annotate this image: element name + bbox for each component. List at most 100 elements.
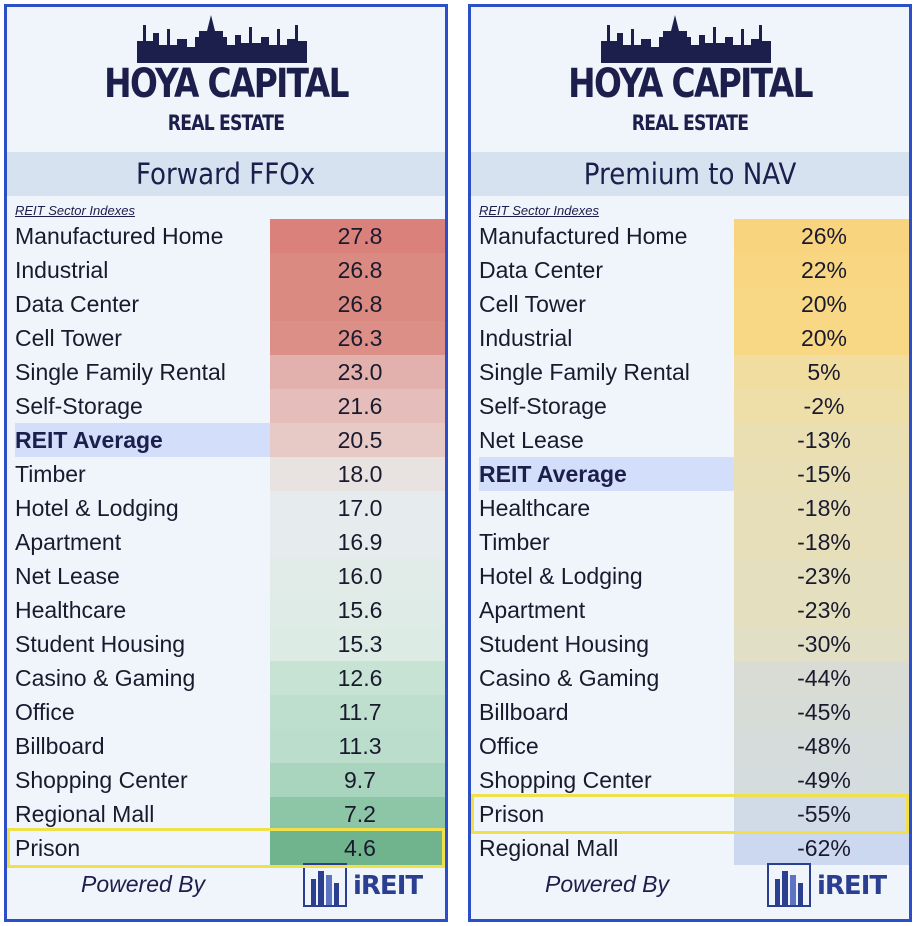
row-value: 23.0 — [270, 355, 445, 389]
row-label: Billboard — [15, 733, 105, 759]
row-value: 20% — [734, 321, 909, 355]
row-value: -30% — [734, 627, 909, 661]
row-label: Manufactured Home — [479, 223, 688, 249]
row-value: -15% — [734, 457, 909, 491]
row-label: REIT Average — [479, 457, 734, 491]
row-label: Apartment — [479, 597, 586, 623]
row-value: -55% — [734, 797, 909, 831]
row-label: Timber — [479, 529, 550, 555]
row-label: Industrial — [479, 325, 573, 351]
table-row: Hotel & Lodging 17.0 — [7, 491, 445, 525]
row-label: Data Center — [15, 291, 140, 317]
row-value: 17.0 — [270, 491, 445, 525]
row-value: -13% — [734, 423, 909, 457]
row-label: Prison — [479, 801, 545, 827]
table-row: Billboard 11.3 — [7, 729, 445, 763]
row-label: Office — [479, 733, 539, 759]
ireit-name: iREIT — [817, 871, 887, 901]
ireit-building-icon — [303, 863, 347, 907]
table-row: Hotel & Lodging -23% — [471, 559, 909, 593]
table-row: Single Family Rental 23.0 — [7, 355, 445, 389]
table-row: REIT Average 20.5 — [7, 423, 445, 457]
row-label: Industrial — [15, 257, 109, 283]
ireit-logo: iREIT — [303, 863, 423, 909]
powered-by-label: Powered By — [81, 871, 206, 897]
row-label: Prison — [15, 835, 81, 861]
row-label: Casino & Gaming — [15, 665, 196, 691]
table-row: Shopping Center -49% — [471, 763, 909, 797]
chart-title: Premium to NAV — [471, 152, 909, 196]
row-label: Student Housing — [15, 631, 186, 657]
footer: Powered By iREIT — [7, 857, 445, 919]
row-value: 16.9 — [270, 525, 445, 559]
row-value: -45% — [734, 695, 909, 729]
row-label: Student Housing — [479, 631, 650, 657]
table-row: Manufactured Home 26% — [471, 219, 909, 253]
row-label: Cell Tower — [479, 291, 586, 317]
row-value: -2% — [734, 389, 909, 423]
powered-by-label: Powered By — [545, 871, 670, 897]
table-row: Timber -18% — [471, 525, 909, 559]
row-value: 20% — [734, 287, 909, 321]
ireit-building-icon — [767, 863, 811, 907]
row-label: Single Family Rental — [479, 359, 690, 385]
row-value: 11.3 — [270, 729, 445, 763]
table-row: Cell Tower 26.3 — [7, 321, 445, 355]
row-value: 12.6 — [270, 661, 445, 695]
row-value: 15.6 — [270, 593, 445, 627]
row-value: 26.8 — [270, 253, 445, 287]
brand-name: HOYA CAPITAL — [568, 61, 813, 107]
row-value: -23% — [734, 559, 909, 593]
ffo-panel: HOYA CAPITAL REAL ESTATE Forward FFOx RE… — [4, 4, 448, 922]
table-row: Student Housing 15.3 — [7, 627, 445, 661]
row-label: Manufactured Home — [15, 223, 224, 249]
row-value: 26.8 — [270, 287, 445, 321]
table-row: Self-Storage 21.6 — [7, 389, 445, 423]
table-row: Office -48% — [471, 729, 909, 763]
row-label: Hotel & Lodging — [479, 563, 643, 589]
row-value: 16.0 — [270, 559, 445, 593]
table-row: Self-Storage -2% — [471, 389, 909, 423]
table-row: Healthcare 15.6 — [7, 593, 445, 627]
row-label: Single Family Rental — [15, 359, 226, 385]
brand-sub: REAL ESTATE — [167, 111, 285, 135]
hoya-capital-logo: HOYA CAPITAL REAL ESTATE — [471, 7, 909, 147]
row-label: Cell Tower — [15, 325, 122, 351]
brand-sub: REAL ESTATE — [631, 111, 749, 135]
row-label: Net Lease — [15, 563, 120, 589]
chart-subtitle: REIT Sector Indexes — [479, 203, 599, 218]
nav-panel: HOYA CAPITAL REAL ESTATE Premium to NAV … — [468, 4, 912, 922]
table-row: Shopping Center 9.7 — [7, 763, 445, 797]
table-row: Casino & Gaming -44% — [471, 661, 909, 695]
table-row: Student Housing -30% — [471, 627, 909, 661]
row-label: Healthcare — [15, 597, 127, 623]
footer: Powered By iREIT — [471, 857, 909, 919]
table-row: Prison -55% — [471, 797, 909, 831]
table-row: Apartment -23% — [471, 593, 909, 627]
row-value: -44% — [734, 661, 909, 695]
table-row: Regional Mall -62% — [471, 831, 909, 865]
table-row: Healthcare -18% — [471, 491, 909, 525]
ireit-logo: iREIT — [767, 863, 887, 909]
table-row: Billboard -45% — [471, 695, 909, 729]
table-row: Data Center 22% — [471, 253, 909, 287]
row-label: Shopping Center — [15, 767, 188, 793]
row-label: Self-Storage — [15, 393, 143, 419]
table-row: Regional Mall 7.2 — [7, 797, 445, 831]
row-value: 7.2 — [270, 797, 445, 831]
nav-table: Manufactured Home 26% Data Center 22% Cell T… — [471, 219, 909, 865]
row-label: Shopping Center — [479, 767, 652, 793]
brand-name: HOYA CAPITAL — [104, 61, 349, 107]
ireit-name: iREIT — [353, 871, 423, 901]
row-value: 18.0 — [270, 457, 445, 491]
table-row: Office 11.7 — [7, 695, 445, 729]
row-label: Timber — [15, 461, 86, 487]
skyline-icon — [137, 15, 307, 63]
table-row: Data Center 26.8 — [7, 287, 445, 321]
table-row: Net Lease 16.0 — [7, 559, 445, 593]
table-row: Cell Tower 20% — [471, 287, 909, 321]
row-value: 11.7 — [270, 695, 445, 729]
row-value: 5% — [734, 355, 909, 389]
row-value: 26.3 — [270, 321, 445, 355]
row-value: 21.6 — [270, 389, 445, 423]
